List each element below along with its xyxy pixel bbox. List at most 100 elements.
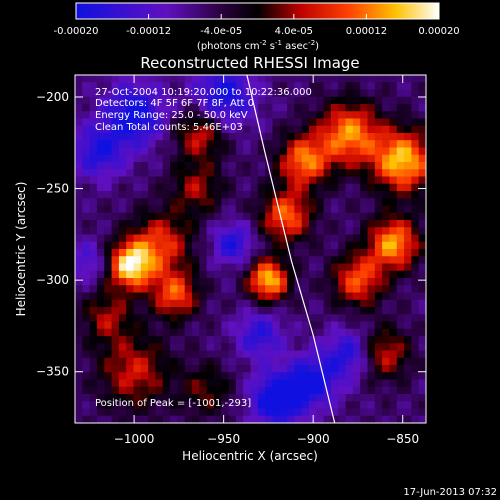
heatmap-cell	[89, 386, 98, 395]
heatmap-cell	[330, 415, 339, 423]
heatmap-cell	[382, 220, 391, 228]
heatmap-cell	[199, 212, 208, 221]
heatmap-cell	[345, 350, 354, 359]
heatmap-cell	[316, 140, 325, 149]
heatmap-cell	[192, 394, 200, 402]
heatmap-cell	[389, 314, 398, 323]
heatmap-cell	[287, 299, 295, 308]
heatmap-cell	[316, 408, 325, 417]
heatmap-cell	[330, 343, 339, 352]
heatmap-cell	[272, 270, 281, 279]
heatmap-cell	[360, 212, 369, 221]
heatmap-cell	[228, 256, 237, 265]
heatmap-cell	[243, 140, 252, 149]
heatmap-cell	[170, 89, 178, 98]
heatmap-cell	[316, 220, 325, 228]
heatmap-cell	[323, 125, 332, 134]
heatmap-cell	[148, 343, 157, 352]
heatmap-cell	[111, 96, 120, 105]
heatmap-cell	[118, 285, 127, 294]
heatmap-cell	[148, 365, 157, 373]
heatmap-cell	[221, 256, 230, 265]
heatmap-cell	[367, 212, 376, 221]
heatmap-cell	[418, 343, 426, 352]
heatmap-cell	[199, 111, 208, 120]
heatmap-cell	[257, 357, 266, 366]
heatmap-cell	[316, 111, 325, 120]
heatmap-cell	[360, 75, 369, 83]
heatmap-cell	[104, 394, 113, 402]
heatmap-cell	[287, 227, 295, 236]
heatmap-cell	[82, 241, 91, 250]
heatmap-cell	[235, 408, 244, 417]
heatmap-cell	[272, 125, 281, 134]
heatmap-cell	[133, 162, 142, 170]
heatmap-cell	[96, 278, 105, 286]
heatmap-cell	[411, 191, 420, 199]
heatmap-cell	[177, 350, 186, 359]
heatmap-cell	[404, 75, 412, 83]
heatmap-cell	[162, 191, 171, 199]
heatmap-cell	[411, 401, 420, 410]
heatmap-cell	[374, 321, 383, 330]
heatmap-cell	[221, 270, 230, 279]
heatmap-cell	[170, 227, 178, 236]
heatmap-cell	[243, 372, 252, 381]
heatmap-cell	[243, 118, 252, 127]
heatmap-cell	[104, 386, 113, 395]
heatmap-cell	[170, 343, 178, 352]
heatmap-cell	[279, 191, 288, 199]
heatmap-cell	[243, 169, 252, 178]
heatmap-cell	[352, 365, 361, 373]
heatmap-cell	[235, 415, 244, 423]
heatmap-cell	[323, 278, 332, 286]
heatmap-cell	[133, 125, 142, 134]
heatmap-cell	[162, 104, 171, 112]
heatmap-cell	[250, 401, 259, 410]
heatmap-cell	[316, 278, 325, 286]
heatmap-cell	[374, 140, 383, 149]
heatmap-cell	[170, 321, 178, 330]
heatmap-cell	[338, 234, 347, 243]
heatmap-cell	[279, 321, 288, 330]
heatmap-cell	[294, 205, 303, 214]
heatmap-cell	[316, 89, 325, 98]
heatmap-cell	[133, 365, 142, 373]
heatmap-cell	[184, 125, 193, 134]
heatmap-cell	[199, 307, 208, 315]
heatmap-cell	[265, 241, 274, 250]
heatmap-cell	[111, 314, 120, 323]
heatmap-cell	[338, 249, 347, 257]
heatmap-cell	[257, 154, 266, 163]
heatmap-cell	[148, 89, 157, 98]
heatmap-cell	[257, 191, 266, 199]
heatmap-cell	[243, 234, 252, 243]
heatmap-cell	[411, 104, 420, 112]
heatmap-cell	[382, 350, 391, 359]
heatmap-cell	[411, 234, 420, 243]
heatmap-cell	[118, 191, 127, 199]
heatmap-cell	[148, 227, 157, 236]
heatmap-cell	[272, 133, 281, 141]
heatmap-cell	[338, 176, 347, 185]
heatmap-cell	[155, 133, 164, 141]
heatmap-cell	[345, 285, 354, 294]
heatmap-cell	[148, 408, 157, 417]
heatmap-cell	[118, 169, 127, 178]
heatmap-cell	[404, 343, 412, 352]
heatmap-cell	[411, 89, 420, 98]
heatmap-cell	[221, 220, 230, 228]
heatmap-cell	[418, 278, 426, 286]
heatmap-cell	[221, 336, 230, 344]
heatmap-cell	[294, 415, 303, 423]
heatmap-cell	[133, 394, 142, 402]
heatmap-cell	[75, 234, 83, 243]
heatmap-cell	[206, 263, 215, 272]
heatmap-cell	[213, 307, 222, 315]
heatmap-cell	[389, 249, 398, 257]
heatmap-cell	[96, 162, 105, 170]
heatmap-cell	[192, 89, 200, 98]
heatmap-cell	[184, 140, 193, 149]
heatmap-cell	[323, 292, 332, 301]
heatmap-cell	[75, 401, 83, 410]
